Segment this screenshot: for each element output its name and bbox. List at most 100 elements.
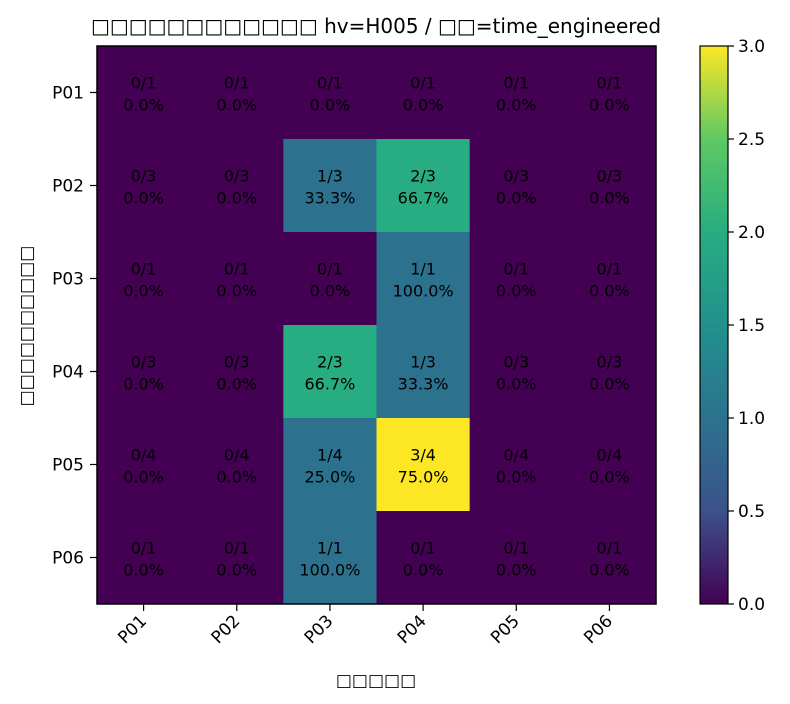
cell-count-label: 1/4 xyxy=(317,446,343,465)
cell-percent-label: 0.0% xyxy=(310,282,351,301)
cell-count-label: 0/3 xyxy=(224,353,250,372)
x-tick-label: P03 xyxy=(301,611,338,648)
heatmap-cell xyxy=(376,46,471,140)
heatmap-cell xyxy=(190,418,284,512)
cell-percent-label: 0.0% xyxy=(123,282,164,301)
cell-count-label: 0/3 xyxy=(597,167,623,186)
colorbar-tick-label: 2.0 xyxy=(738,223,765,243)
x-tick-label: P06 xyxy=(580,611,617,648)
cell-count-label: 0/1 xyxy=(224,74,250,93)
colorbar-tick-label: 1.5 xyxy=(738,316,765,336)
cell-percent-label: 0.0% xyxy=(496,468,537,487)
x-tick-label: P05 xyxy=(487,611,524,648)
heatmap-cell xyxy=(376,418,471,512)
cell-percent-label: 100.0% xyxy=(299,561,360,580)
heatmap-cell xyxy=(97,511,191,605)
cell-percent-label: 0.0% xyxy=(403,96,444,115)
heatmap-cell xyxy=(97,418,191,512)
heatmap-cell xyxy=(469,139,564,233)
cell-percent-label: 0.0% xyxy=(589,189,630,208)
cell-percent-label: 0.0% xyxy=(216,561,257,580)
cell-count-label: 1/1 xyxy=(410,260,436,279)
heatmap-cell xyxy=(469,325,564,419)
heatmap-cell xyxy=(283,511,378,605)
colorbar-tick-label: 3.0 xyxy=(738,37,765,57)
cell-percent-label: 0.0% xyxy=(496,96,537,115)
y-tick-label: P05 xyxy=(52,456,84,476)
heatmap-cell xyxy=(469,46,564,140)
cell-percent-label: 0.0% xyxy=(589,96,630,115)
cell-percent-label: 0.0% xyxy=(589,468,630,487)
cell-count-label: 0/1 xyxy=(131,74,157,93)
cell-count-label: 0/1 xyxy=(224,539,250,558)
heatmap-cell xyxy=(469,511,564,605)
y-tick-label: P04 xyxy=(52,363,84,383)
cell-count-label: 0/1 xyxy=(503,260,529,279)
cell-percent-label: 0.0% xyxy=(216,189,257,208)
x-tick-label: P01 xyxy=(114,611,151,648)
cell-percent-label: 0.0% xyxy=(216,96,257,115)
heatmap-cells: 0/1 0.0% 0/1 0.0% 0/1 0.0% 0/1 0.0% 0/1 0.0% 0/1 0.… xyxy=(97,46,657,605)
cell-count-label: 0/1 xyxy=(410,539,436,558)
heatmap-cell xyxy=(97,232,191,326)
cell-percent-label: 33.3% xyxy=(305,189,356,208)
cell-percent-label: 0.0% xyxy=(403,561,444,580)
heatmap-cell xyxy=(562,511,657,605)
cell-count-label: 0/1 xyxy=(597,539,623,558)
y-tick-label: P06 xyxy=(52,549,84,569)
y-axis-label: □□□□□□□□□□ xyxy=(17,246,37,407)
cell-percent-label: 0.0% xyxy=(216,468,257,487)
cell-count-label: 0/3 xyxy=(224,167,250,186)
colorbar xyxy=(699,45,729,605)
cell-count-label: 0/1 xyxy=(503,539,529,558)
heatmap-cell xyxy=(283,418,378,512)
heatmap-cell xyxy=(376,232,471,326)
cell-percent-label: 0.0% xyxy=(496,561,537,580)
heatmap-cell xyxy=(190,232,284,326)
cell-percent-label: 100.0% xyxy=(393,282,454,301)
cell-percent-label: 0.0% xyxy=(123,96,164,115)
cell-percent-label: 0.0% xyxy=(216,375,257,394)
heatmap-cell xyxy=(283,139,378,233)
cell-count-label: 1/1 xyxy=(317,539,343,558)
cell-percent-label: 66.7% xyxy=(305,375,356,394)
heatmap-cell xyxy=(190,46,284,140)
cell-percent-label: 0.0% xyxy=(496,282,537,301)
cell-count-label: 0/4 xyxy=(224,446,250,465)
cell-count-label: 2/3 xyxy=(317,353,343,372)
heatmap-cell xyxy=(190,511,284,605)
cell-percent-label: 0.0% xyxy=(589,561,630,580)
cell-percent-label: 0.0% xyxy=(496,189,537,208)
colorbar-tick-label: 0.5 xyxy=(738,502,765,522)
colorbar-tick-label: 2.5 xyxy=(738,130,765,150)
y-tick-label: P01 xyxy=(52,84,84,104)
heatmap-cell xyxy=(190,139,284,233)
heatmap-cell xyxy=(97,325,191,419)
cell-count-label: 0/1 xyxy=(317,260,343,279)
heatmap-cell xyxy=(376,325,471,419)
cell-percent-label: 33.3% xyxy=(398,375,449,394)
y-axis-ticks: P01 P02 P03 P04 P05 P06 xyxy=(52,84,97,569)
chart-title: □□□□□□□□□□□□ hv=H005 / □□=time_engineere… xyxy=(91,14,661,38)
heatmap-cell xyxy=(97,139,191,233)
heatmap-cell xyxy=(562,232,657,326)
cell-percent-label: 0.0% xyxy=(123,189,164,208)
cell-count-label: 0/4 xyxy=(503,446,529,465)
heatmap-cell xyxy=(562,325,657,419)
cell-count-label: 0/1 xyxy=(503,74,529,93)
cell-percent-label: 0.0% xyxy=(123,375,164,394)
x-axis-ticks: P01 P02 P03 P04 P05 P06 xyxy=(114,604,617,648)
cell-count-label: 1/3 xyxy=(317,167,343,186)
cell-count-label: 0/4 xyxy=(597,446,623,465)
x-tick-label: P02 xyxy=(208,611,245,648)
cell-count-label: 0/1 xyxy=(131,260,157,279)
cell-count-label: 3/4 xyxy=(410,446,436,465)
cell-count-label: 0/3 xyxy=(503,167,529,186)
heatmap-cell xyxy=(283,46,378,140)
cell-count-label: 0/1 xyxy=(224,260,250,279)
cell-percent-label: 0.0% xyxy=(310,96,351,115)
heatmap-cell xyxy=(283,325,378,419)
cell-count-label: 0/1 xyxy=(597,260,623,279)
